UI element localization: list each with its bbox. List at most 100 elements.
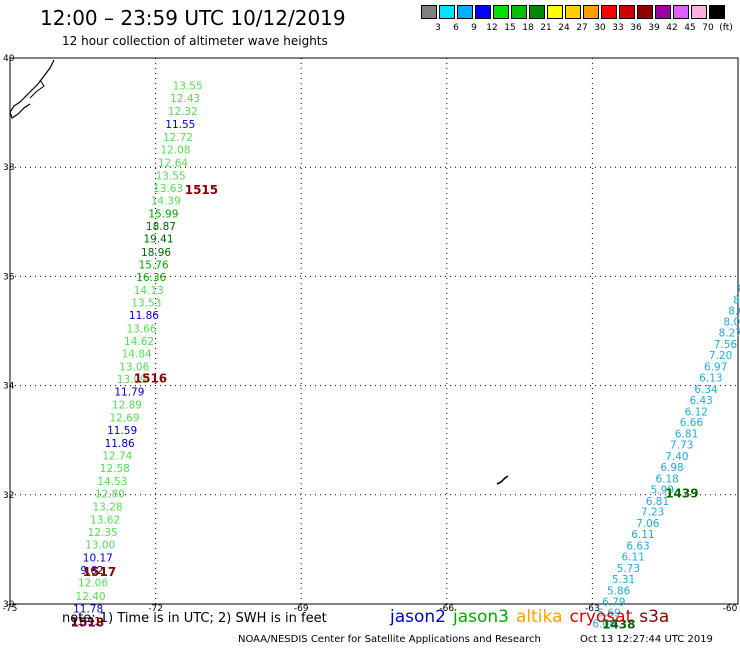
map-title: 12:00 – 23:59 UTC 10/12/2019 — [40, 6, 346, 30]
swh-reading: 7.23 — [641, 507, 664, 519]
swh-reading: 12.80 — [95, 489, 125, 501]
legend-swatch — [691, 5, 707, 19]
swh-reading: 5.31 — [612, 574, 635, 586]
legend-label: 24 — [558, 23, 570, 33]
pass-time-label: 1518 — [71, 615, 104, 629]
y-tick-label: 32 — [3, 491, 14, 501]
swh-reading: 7.73 — [670, 440, 693, 452]
swh-reading: 6.13 — [699, 372, 722, 384]
swh-reading: 8.29 — [738, 283, 740, 295]
map-subtitle: 12 hour collection of altimeter wave hei… — [62, 34, 328, 48]
legend-swatch — [637, 5, 653, 19]
legend-swatch — [709, 5, 725, 19]
bermuda-island — [496, 475, 509, 485]
time-labels: 1515 1516 1517 1518 1439 1438 — [71, 183, 699, 632]
pass-time-label: 1517 — [83, 565, 116, 579]
swh-reading: 6.12 — [685, 406, 708, 418]
legend-swatch — [493, 5, 509, 19]
swh-reading: 6.98 — [660, 462, 683, 474]
swh-reading: 12.40 — [76, 591, 106, 603]
swh-reading: 6.34 — [694, 384, 718, 396]
legend-label: 12 — [486, 23, 498, 33]
swh-reading: 5.69 — [597, 608, 620, 620]
legend-swatch — [547, 5, 563, 19]
swh-reading: 14.13 — [134, 285, 164, 297]
swh-reading: 13.62 — [90, 514, 120, 526]
legend-label: 45 — [684, 23, 696, 33]
legend-swatch — [601, 5, 617, 19]
x-tick-label: -69 — [294, 604, 309, 614]
legend-swatch — [475, 5, 491, 19]
swh-reading: 12.64 — [158, 157, 188, 169]
swh-reading: 19.41 — [143, 234, 173, 246]
legend-label: 9 — [471, 23, 477, 33]
swh-reading: 12.72 — [163, 132, 193, 144]
swh-reading: 11.79 — [114, 387, 144, 399]
swh-reading: 7.56 — [714, 339, 738, 351]
swh-reading: 13.55 — [156, 170, 186, 182]
swh-reading: 12.89 — [112, 400, 142, 412]
legend-swatch — [565, 5, 581, 19]
legend-label: 36 — [630, 23, 642, 33]
pass-time-label: 1516 — [134, 371, 167, 385]
swh-reading: 13.06 — [119, 361, 149, 373]
legend-label: 33 — [612, 23, 624, 33]
swh-reading: 5.73 — [617, 563, 640, 575]
satellite-tracks: 13.5512.4312.3211.5512.7212.0812.6413.55… — [71, 80, 740, 630]
swh-reading: 10.17 — [83, 553, 113, 565]
swh-reading: 14.62 — [124, 336, 154, 348]
swh-reading: 8.27 — [733, 294, 740, 306]
swh-reading: 13.09 — [117, 374, 147, 386]
x-tick-label: -60 — [723, 604, 738, 614]
swh-reading: 16.36 — [136, 272, 166, 284]
footer-timestamp: Oct 13 12:27:44 UTC 2019 — [580, 634, 713, 645]
swh-reading: 9.62 — [80, 565, 103, 577]
swh-reading: 11.86 — [129, 310, 159, 322]
swh-reading: 6.81 — [646, 496, 669, 508]
swh-reading: 6.63 — [626, 541, 649, 553]
swh-reading: 13.66 — [126, 323, 156, 335]
swh-reading: 11.55 — [165, 119, 195, 131]
legend-label: 21 — [540, 23, 552, 33]
swh-reading: 12.32 — [168, 106, 198, 118]
x-tick-label: -75 — [3, 604, 18, 614]
swh-reading: 6.97 — [704, 361, 727, 373]
axis-ticks: -75 -72 -69 -66 -63 -60 40 38 36 34 32 30 — [3, 54, 738, 614]
swh-reading: 6.18 — [655, 473, 678, 485]
swh-reading: 13.00 — [85, 539, 115, 551]
x-tick-label: -63 — [585, 604, 600, 614]
swh-reading: 11.78 — [73, 603, 103, 615]
legend-swatch — [421, 5, 437, 19]
swh-reading: 11.91 — [71, 616, 101, 628]
swh-reading: 6.08 — [592, 619, 615, 631]
coastline-path — [9, 59, 55, 119]
legend-swatch — [673, 5, 689, 19]
satellite-name: altika — [516, 607, 563, 627]
swh-reading: 7.06 — [636, 518, 660, 530]
satellite-name: jason2 — [390, 607, 446, 627]
swh-reading: 12.43 — [170, 93, 200, 105]
satellite-name: jason3 — [453, 607, 509, 627]
legend-label: 6 — [453, 23, 459, 33]
y-tick-label: 38 — [3, 163, 15, 173]
legend-label: 42 — [666, 23, 678, 33]
legend-label: (ft) — [719, 23, 733, 33]
legend-swatch — [457, 5, 473, 19]
swh-reading: 11.86 — [105, 438, 135, 450]
swh-reading: 13.63 — [153, 183, 183, 195]
coastline-detail — [29, 79, 45, 99]
legend-swatch — [619, 5, 635, 19]
units-note: note: 1) Time is in UTC; 2) SWH is in fe… — [62, 611, 327, 626]
swh-reading: 7.20 — [709, 350, 732, 362]
swh-reading: 5.86 — [607, 585, 631, 597]
swh-reading: 12.74 — [102, 450, 132, 462]
pass-time-label: 1439 — [665, 487, 698, 501]
legend-label: 70 — [702, 23, 714, 33]
legend-swatch — [583, 5, 599, 19]
swh-reading: 12.08 — [160, 145, 190, 157]
legend-label: 39 — [648, 23, 660, 33]
swh-reading: 5.99 — [651, 484, 674, 496]
swh-reading: 15.99 — [148, 209, 178, 221]
swh-reading: 6.11 — [631, 529, 654, 541]
